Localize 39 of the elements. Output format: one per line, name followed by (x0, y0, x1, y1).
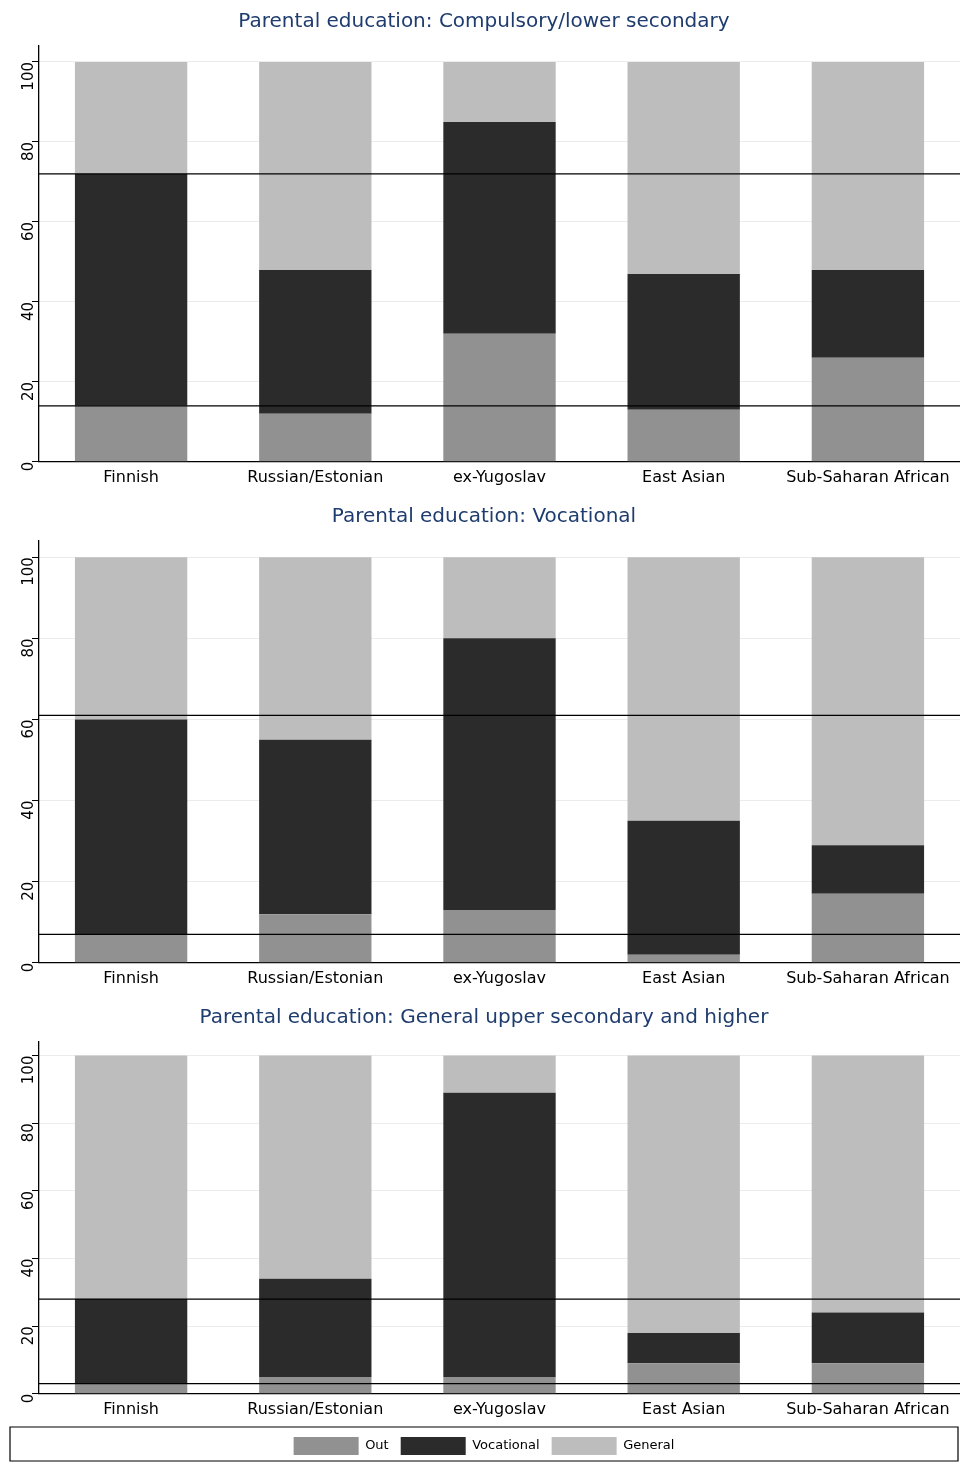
x-tick-label: ex-Yugoslav (453, 466, 546, 486)
x-tick-label: Sub-Saharan African (786, 967, 950, 987)
y-tick-label: 40 (18, 1258, 37, 1278)
y-tick-label: 60 (18, 1190, 37, 1210)
x-tick-label: Sub-Saharan African (786, 1398, 950, 1418)
x-tick-label: Finnish (103, 1398, 159, 1418)
x-tick-label: Finnish (103, 466, 159, 486)
x-tick-label: Finnish (103, 967, 159, 987)
legend-label: General (623, 1437, 675, 1453)
y-tick-label: 20 (18, 881, 37, 901)
y-tick-label: 0 (18, 962, 37, 973)
y-tick-label: 40 (18, 301, 37, 321)
legend-label: Out (365, 1437, 389, 1453)
x-tick-label: Russian/Estonian (247, 466, 384, 486)
legend-label: Vocational (472, 1437, 540, 1453)
x-tick-label: East Asian (642, 466, 726, 486)
y-tick-label: 0 (18, 461, 37, 472)
y-tick-label: 60 (18, 719, 37, 739)
x-tick-label: ex-Yugoslav (453, 1398, 546, 1418)
chart-title: Parental education: General upper secondary and higher (199, 1004, 770, 1029)
x-tick-label: ex-Yugoslav (453, 967, 546, 987)
y-tick-label: 40 (18, 800, 37, 820)
x-tick-label: Sub-Saharan African (786, 466, 950, 486)
chart-title: Parental education: Vocational (331, 503, 637, 528)
y-tick-label: 100 (18, 557, 37, 586)
y-tick-label: 20 (18, 1326, 37, 1346)
y-tick-label: 80 (18, 141, 37, 162)
chart-title: Parental education: Compulsory/lower secondary (238, 8, 730, 33)
y-tick-label: 80 (18, 638, 37, 658)
y-tick-label: 20 (18, 381, 37, 401)
y-tick-label: 100 (18, 1055, 37, 1085)
y-tick-label: 60 (18, 221, 37, 242)
x-tick-label: East Asian (642, 1398, 726, 1418)
x-tick-label: East Asian (642, 967, 726, 987)
x-tick-label: Russian/Estonian (247, 967, 384, 987)
y-tick-label: 80 (18, 1123, 37, 1143)
x-tick-label: Russian/Estonian (247, 1398, 384, 1418)
y-tick-label: 100 (18, 61, 37, 91)
y-tick-label: 0 (18, 1393, 37, 1404)
